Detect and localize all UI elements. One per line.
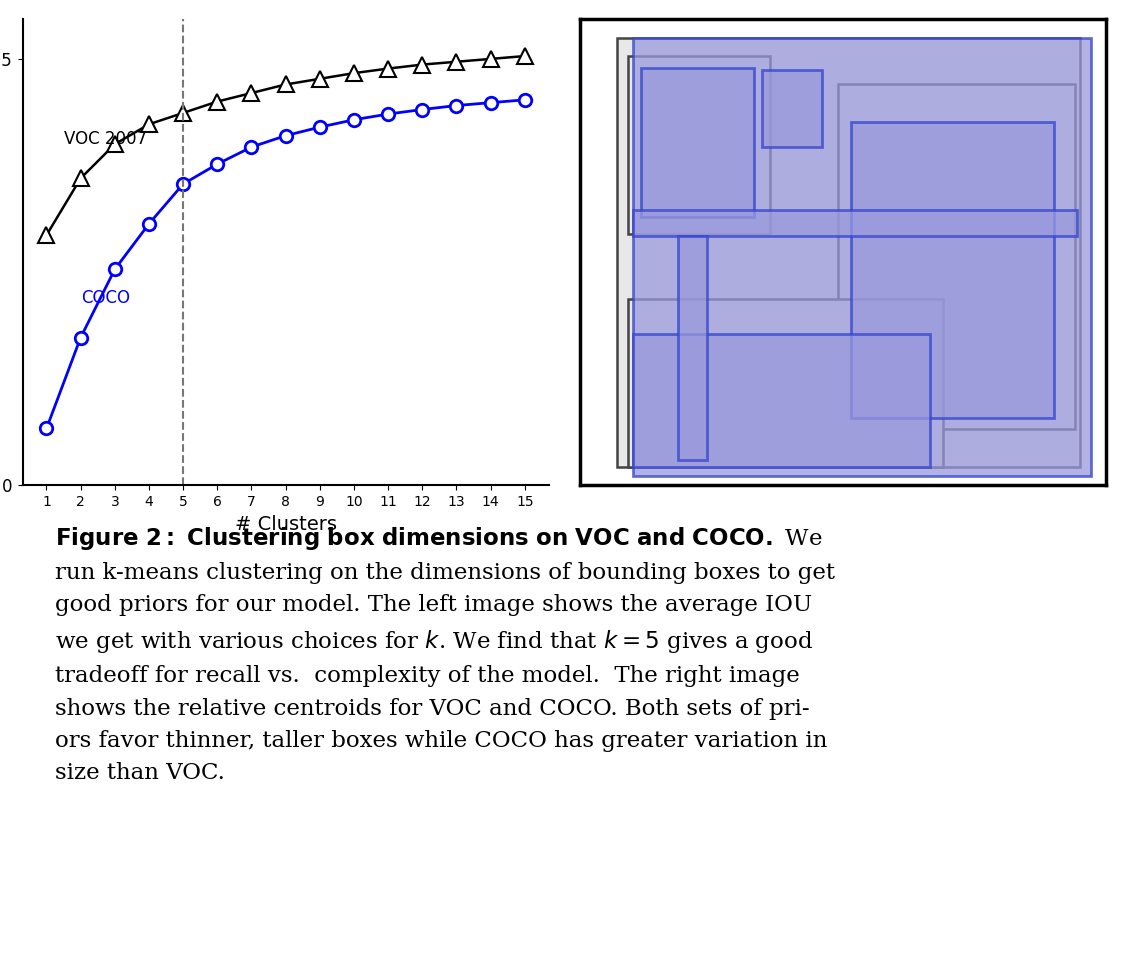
Bar <box>677 236 707 459</box>
Bar <box>628 56 770 234</box>
Text: VOC 2007: VOC 2007 <box>63 130 147 148</box>
Bar <box>633 334 930 467</box>
Bar <box>641 68 754 217</box>
Text: $\mathbf{Figure\ 2:\ Clustering\ box\ dimensions\ on\ VOC\ and\ COCO.}$ We
run k: $\mathbf{Figure\ 2:\ Clustering\ box\ di… <box>55 524 835 784</box>
Bar <box>762 71 822 147</box>
Bar <box>633 210 1077 236</box>
X-axis label: # Clusters: # Clusters <box>235 515 336 534</box>
Bar <box>618 38 1080 467</box>
Bar <box>851 121 1053 417</box>
Bar <box>628 299 944 467</box>
Bar <box>633 38 1091 476</box>
Bar <box>838 84 1075 430</box>
Text: COCO: COCO <box>80 289 130 308</box>
